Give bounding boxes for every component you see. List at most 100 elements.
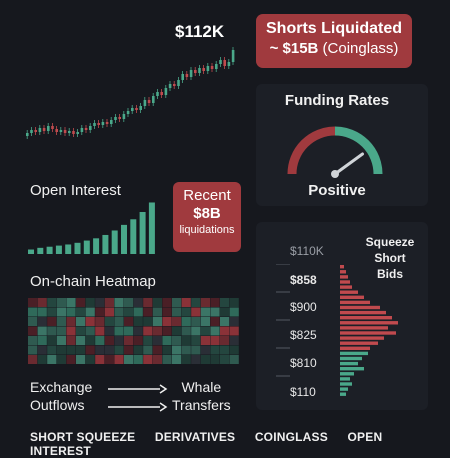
heatmap-cell — [56, 345, 66, 355]
open-interest-bar — [148, 202, 155, 254]
heatmap-cell — [210, 307, 220, 317]
heatmap-cell — [114, 326, 124, 336]
candle — [152, 96, 155, 103]
heatmap-cell — [28, 336, 38, 345]
candle — [139, 106, 142, 110]
heatmap-cell — [76, 345, 86, 355]
price-level-3: $825 — [290, 328, 317, 342]
candle — [202, 68, 205, 71]
heatmap-cell — [229, 336, 239, 345]
recent-amount: $8B — [193, 205, 221, 222]
order-book-bars — [340, 265, 398, 396]
heatmap-cell — [85, 326, 95, 336]
order-book-bar — [340, 336, 384, 340]
heatmap-cell — [133, 307, 143, 317]
heatmap-cell — [191, 317, 201, 326]
shorts-liquidated-amount: ~ $15B — [269, 40, 319, 57]
order-book-bar — [340, 377, 350, 381]
heatmap-cell — [37, 326, 47, 336]
candle — [89, 126, 92, 130]
heatmap-cell — [172, 307, 182, 317]
candle — [215, 64, 218, 69]
candle — [110, 120, 113, 124]
heatmap-cell — [95, 355, 105, 364]
heatmap-cell — [66, 355, 76, 364]
gauge-hub — [331, 170, 339, 178]
heatmap-cell — [191, 307, 201, 317]
heatmap-cell — [172, 336, 182, 345]
candle — [156, 92, 159, 96]
candle — [135, 108, 138, 110]
heatmap-cell — [37, 298, 47, 307]
heatmap-cell — [133, 317, 143, 326]
tag-short-squeeze: SHORT SQUEEZE — [30, 430, 136, 444]
heatmap-cell — [47, 298, 57, 307]
gauge-negative-arc — [287, 126, 336, 175]
candle — [118, 117, 121, 119]
heatmap-cell — [152, 298, 162, 307]
heatmap-cell — [210, 336, 220, 345]
candle — [105, 122, 109, 124]
heatmap-cell — [124, 336, 134, 345]
heatmap-cell — [181, 355, 191, 364]
candle — [177, 80, 180, 86]
heatmap-cell — [143, 307, 153, 317]
candle — [114, 117, 117, 120]
heatmap-cell — [76, 317, 86, 326]
heatmap-cell — [114, 345, 124, 355]
heatmap-cell — [220, 336, 230, 345]
heatmap-cell — [104, 355, 114, 364]
price-candlestick-chart — [26, 47, 235, 139]
heatmap-cell — [143, 345, 153, 355]
order-book-bar — [340, 331, 396, 335]
open-interest-bar — [46, 246, 53, 254]
arrow-right-icon — [159, 384, 168, 394]
shorts-liquidated-title: Shorts Liquidated — [266, 20, 402, 37]
order-book-bar — [340, 270, 346, 274]
open-interest-bar — [93, 238, 100, 254]
heatmap-cell — [56, 307, 66, 317]
candle — [51, 126, 54, 129]
heatmap-cell — [220, 355, 230, 364]
price-level-2: $900 — [290, 300, 317, 314]
heatmap-cell — [28, 345, 38, 355]
price-level-0: $110K — [290, 244, 324, 258]
candle — [34, 130, 37, 132]
candle — [147, 100, 151, 103]
heatmap-cell — [95, 317, 105, 326]
order-book-bar — [340, 382, 352, 386]
candle — [168, 84, 172, 88]
heatmap-cell — [124, 307, 134, 317]
heatmap-cell — [114, 355, 124, 364]
heatmap-cell — [229, 345, 239, 355]
heatmap-cell — [76, 307, 86, 317]
heatmap-cell — [172, 345, 182, 355]
heatmap-cell — [37, 336, 47, 345]
heatmap-cell — [210, 326, 220, 336]
candle — [160, 92, 163, 95]
candle — [38, 128, 42, 132]
order-book-bar — [340, 316, 392, 320]
whale-transfers-label: Whale Transfers — [172, 379, 231, 413]
heatmap-cell — [181, 298, 191, 307]
open-interest-bar — [83, 240, 90, 254]
heatmap-cell — [133, 298, 143, 307]
heatmap-cell — [181, 326, 191, 336]
price-level-4: $810 — [290, 356, 317, 370]
heatmap-cell — [162, 298, 172, 307]
heatmap-cell — [133, 336, 143, 345]
heatmap-cell — [124, 355, 134, 364]
funding-gauge — [287, 126, 383, 178]
order-book-bar — [340, 392, 346, 396]
heatmap-cell — [56, 317, 66, 326]
candle — [131, 108, 134, 111]
heatmap-cell — [66, 326, 76, 336]
candle — [80, 128, 84, 132]
open-interest-bar — [102, 234, 109, 254]
heatmap-cell — [229, 317, 239, 326]
heatmap-cell — [181, 317, 191, 326]
open-interest-bar — [74, 242, 81, 254]
heatmap-cell — [210, 355, 220, 364]
heatmap-cell — [200, 345, 210, 355]
heatmap-cell — [200, 317, 210, 326]
